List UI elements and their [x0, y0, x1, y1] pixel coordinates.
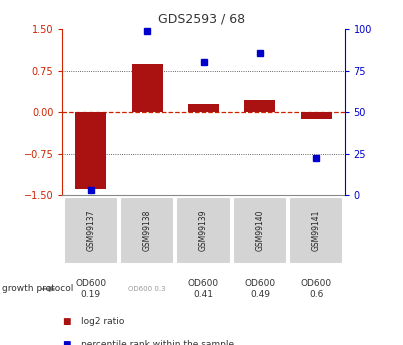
Text: OD600 0.3: OD600 0.3: [128, 286, 166, 292]
Text: GSM99138: GSM99138: [143, 210, 152, 251]
Bar: [75, 112, 106, 189]
Bar: [245, 100, 276, 112]
Bar: [301, 112, 332, 119]
Text: OD600
0.49: OD600 0.49: [244, 279, 276, 299]
Bar: [188, 104, 219, 112]
Text: OD600
0.6: OD600 0.6: [301, 279, 332, 299]
Text: percentile rank within the sample: percentile rank within the sample: [81, 340, 234, 345]
Text: ■: ■: [62, 317, 71, 326]
Text: GSM99137: GSM99137: [86, 209, 95, 251]
Bar: [233, 197, 287, 264]
Text: GSM99140: GSM99140: [256, 209, 264, 251]
Text: log2 ratio: log2 ratio: [81, 317, 124, 326]
Text: GSM99141: GSM99141: [312, 210, 321, 251]
Text: GSM99139: GSM99139: [199, 209, 208, 251]
Bar: [120, 197, 174, 264]
Text: ■: ■: [62, 340, 71, 345]
Text: OD600
0.19: OD600 0.19: [75, 279, 106, 299]
Text: OD600
0.41: OD600 0.41: [188, 279, 219, 299]
Bar: [289, 197, 343, 264]
Bar: [132, 63, 163, 112]
Text: growth protocol: growth protocol: [2, 284, 73, 294]
Text: GDS2593 / 68: GDS2593 / 68: [158, 12, 245, 25]
Bar: [177, 197, 231, 264]
Bar: [64, 197, 118, 264]
